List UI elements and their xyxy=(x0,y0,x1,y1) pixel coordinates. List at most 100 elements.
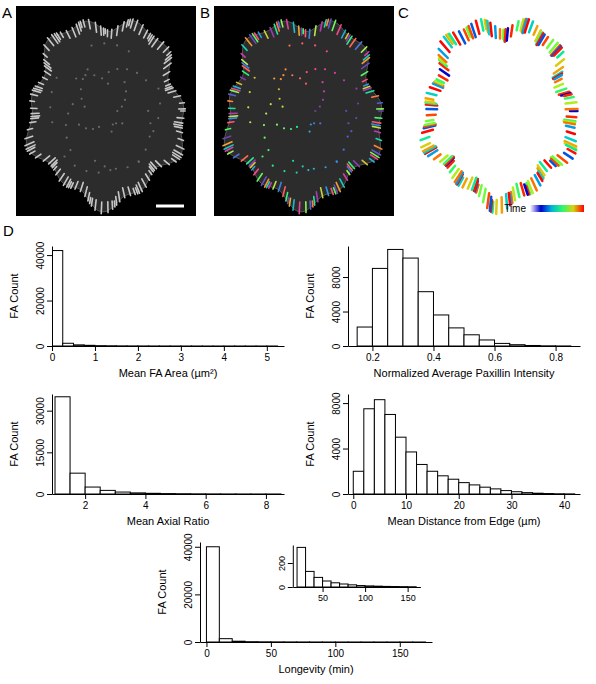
y-axis-line xyxy=(200,543,201,643)
adhesion-streak xyxy=(174,96,181,97)
y-tick-mark xyxy=(195,594,200,595)
y-tick: 20000 xyxy=(35,287,52,315)
adhesion-streak xyxy=(135,188,137,194)
histogram-bar xyxy=(348,641,361,642)
adhesion-streak xyxy=(229,113,237,115)
y-tick: 0 xyxy=(277,585,293,590)
interior-speck xyxy=(136,72,138,74)
histogram-bar xyxy=(245,345,256,346)
interior-speck xyxy=(115,168,117,170)
interior-speck xyxy=(334,72,336,74)
adhesion-streak xyxy=(517,21,519,30)
adhesion-streak xyxy=(566,137,576,141)
x-tick-label: 30 xyxy=(506,500,518,511)
histogram-bar xyxy=(556,345,571,346)
x-tick-label: 20 xyxy=(454,500,466,511)
adhesion-streak xyxy=(364,84,369,86)
y-tick-label: 0 xyxy=(183,639,194,645)
adhesion-streak xyxy=(152,39,158,47)
adhesion-streak xyxy=(566,126,575,128)
x-tick-label: 10 xyxy=(401,500,413,511)
adhesion-streak xyxy=(178,138,183,140)
interior-speck xyxy=(149,135,151,137)
adhesion-streak xyxy=(117,26,118,36)
y-tick-label: 200 xyxy=(277,556,287,571)
histogram-bar xyxy=(130,493,145,494)
adhesion-streak xyxy=(426,101,435,102)
histogram-bar xyxy=(413,641,426,642)
y-tick-mark xyxy=(343,449,348,450)
interior-speck xyxy=(296,171,298,173)
interior-speck xyxy=(276,124,278,126)
adhesion-streak xyxy=(327,19,329,25)
bars xyxy=(55,397,281,494)
adhesion-streak xyxy=(136,185,139,193)
adhesion-streak xyxy=(114,201,116,207)
x-tick-mark xyxy=(433,346,434,351)
interior-speck xyxy=(249,121,251,123)
adhesion-streak xyxy=(544,160,551,167)
histogram-bar xyxy=(213,345,224,346)
histogram-bar xyxy=(522,493,533,494)
adhesion-streak xyxy=(44,45,49,51)
adhesion-streak xyxy=(107,30,109,37)
histogram-bar xyxy=(374,586,383,587)
histogram-bar xyxy=(372,268,387,346)
y-axis-line xyxy=(52,247,53,347)
histogram-bar xyxy=(181,345,192,346)
adhesion-streak xyxy=(377,108,384,110)
x-tick-label: 6 xyxy=(203,500,209,511)
adhesion-streak xyxy=(326,187,328,195)
adhesion-streak xyxy=(130,19,133,28)
inset-histogram: 501001500200 xyxy=(277,546,421,604)
adhesion-streak xyxy=(362,79,367,81)
interior-speck xyxy=(124,99,126,101)
x-axis-title: Mean Axial Ratio xyxy=(127,515,210,527)
adhesion-streak xyxy=(133,188,135,194)
image-background xyxy=(412,6,588,216)
histogram-bar xyxy=(306,571,315,587)
panel-letter: D xyxy=(3,222,14,239)
adhesion-streak xyxy=(91,198,92,206)
adhesion-streak xyxy=(100,202,102,214)
interior-speck xyxy=(314,68,316,70)
adhesion-streak xyxy=(223,142,232,146)
interior-speck xyxy=(107,83,109,85)
x-tick: 150 xyxy=(392,642,409,659)
adhesion-streak xyxy=(566,102,577,103)
x-tick-mark xyxy=(266,494,267,499)
interior-speck xyxy=(322,99,324,101)
adhesion-streak xyxy=(254,169,258,175)
adhesion-streak xyxy=(513,187,515,200)
adhesion-streak xyxy=(164,160,169,164)
adhesion-streak xyxy=(421,143,430,147)
interior-speck xyxy=(87,68,89,70)
adhesion-streak xyxy=(54,167,57,170)
adhesion-streak xyxy=(75,181,78,189)
adhesion-streak xyxy=(347,36,352,44)
histogram-bar xyxy=(206,547,219,642)
x-axis: 2468 xyxy=(53,494,285,511)
y-tick-mark xyxy=(195,642,200,643)
interior-speck xyxy=(343,149,345,151)
interior-speck xyxy=(296,126,298,128)
interior-speck xyxy=(149,122,151,124)
interior-speck xyxy=(94,160,96,162)
adhesion-streak xyxy=(555,79,562,82)
interior-speck xyxy=(112,123,114,125)
histogram-bar xyxy=(540,345,555,346)
adhesion-streak xyxy=(566,108,578,111)
interior-speck xyxy=(110,130,112,132)
histogram-bar xyxy=(357,586,366,587)
interior-speck xyxy=(83,106,85,108)
histogram-bar xyxy=(73,345,84,346)
y-tick-label: 20000 xyxy=(183,581,194,609)
x-tick: 0.2 xyxy=(366,346,380,363)
adhesion-streak xyxy=(229,117,237,119)
y-axis-title: FA Count xyxy=(8,421,20,466)
x-tick-label: 2 xyxy=(83,500,89,511)
histogram-bar xyxy=(63,343,74,346)
adhesion-streak xyxy=(287,19,289,28)
adhesion-streak xyxy=(340,179,344,187)
y-axis: 02000040000 xyxy=(183,533,201,645)
